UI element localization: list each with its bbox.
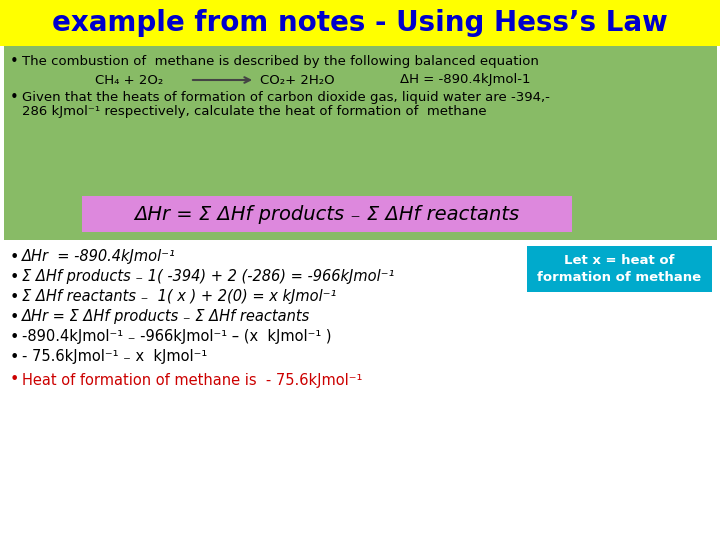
Bar bbox=[4, 46, 717, 240]
Text: Heat of formation of methane is  - 75.6kJmol⁻¹: Heat of formation of methane is - 75.6kJ… bbox=[22, 373, 362, 388]
Text: The combustion of  methane is described by the following balanced equation: The combustion of methane is described b… bbox=[22, 56, 539, 69]
Text: Let x = heat of
formation of methane: Let x = heat of formation of methane bbox=[537, 254, 701, 284]
Text: ΔHr  = -890.4kJmol⁻¹: ΔHr = -890.4kJmol⁻¹ bbox=[22, 249, 176, 265]
Text: 286 kJmol⁻¹ respectively, calculate the heat of formation of  methane: 286 kJmol⁻¹ respectively, calculate the … bbox=[22, 105, 487, 118]
Text: •: • bbox=[10, 91, 19, 105]
Bar bbox=[0, 0, 720, 46]
Text: •: • bbox=[10, 373, 19, 388]
Text: ΔHr = Σ ΔHf products ₋ Σ ΔHf reactants: ΔHr = Σ ΔHf products ₋ Σ ΔHf reactants bbox=[22, 309, 310, 325]
Text: - 75.6kJmol⁻¹ ₋ x  kJmol⁻¹: - 75.6kJmol⁻¹ ₋ x kJmol⁻¹ bbox=[22, 349, 207, 364]
Text: •: • bbox=[10, 55, 19, 70]
Text: •: • bbox=[10, 289, 19, 305]
Text: CH₄ + 2O₂: CH₄ + 2O₂ bbox=[95, 73, 163, 86]
Text: Σ ΔHf products ₋ 1( -394) + 2 (-286) = -966kJmol⁻¹: Σ ΔHf products ₋ 1( -394) + 2 (-286) = -… bbox=[22, 269, 395, 285]
Text: •: • bbox=[10, 269, 19, 285]
Text: example from notes - Using Hess’s Law: example from notes - Using Hess’s Law bbox=[52, 9, 668, 37]
Text: •: • bbox=[10, 349, 19, 364]
Bar bbox=[82, 196, 572, 232]
Text: •: • bbox=[10, 309, 19, 325]
Text: •: • bbox=[10, 329, 19, 345]
Text: CO₂+ 2H₂O: CO₂+ 2H₂O bbox=[260, 73, 335, 86]
Text: -890.4kJmol⁻¹ ₋ -966kJmol⁻¹ – (x  kJmol⁻¹ ): -890.4kJmol⁻¹ ₋ -966kJmol⁻¹ – (x kJmol⁻¹… bbox=[22, 329, 331, 345]
Text: Σ ΔHf reactants ₋  1( x ) + 2(0) = x kJmol⁻¹: Σ ΔHf reactants ₋ 1( x ) + 2(0) = x kJmo… bbox=[22, 289, 336, 305]
Text: ΔH = -890.4kJmol-1: ΔH = -890.4kJmol-1 bbox=[400, 73, 531, 86]
Bar bbox=[527, 246, 712, 292]
Text: ΔHr = Σ ΔHf products ₋ Σ ΔHf reactants: ΔHr = Σ ΔHf products ₋ Σ ΔHf reactants bbox=[135, 205, 520, 224]
Text: •: • bbox=[10, 249, 19, 265]
Text: Given that the heats of formation of carbon dioxide gas, liquid water are -394,-: Given that the heats of formation of car… bbox=[22, 91, 550, 105]
